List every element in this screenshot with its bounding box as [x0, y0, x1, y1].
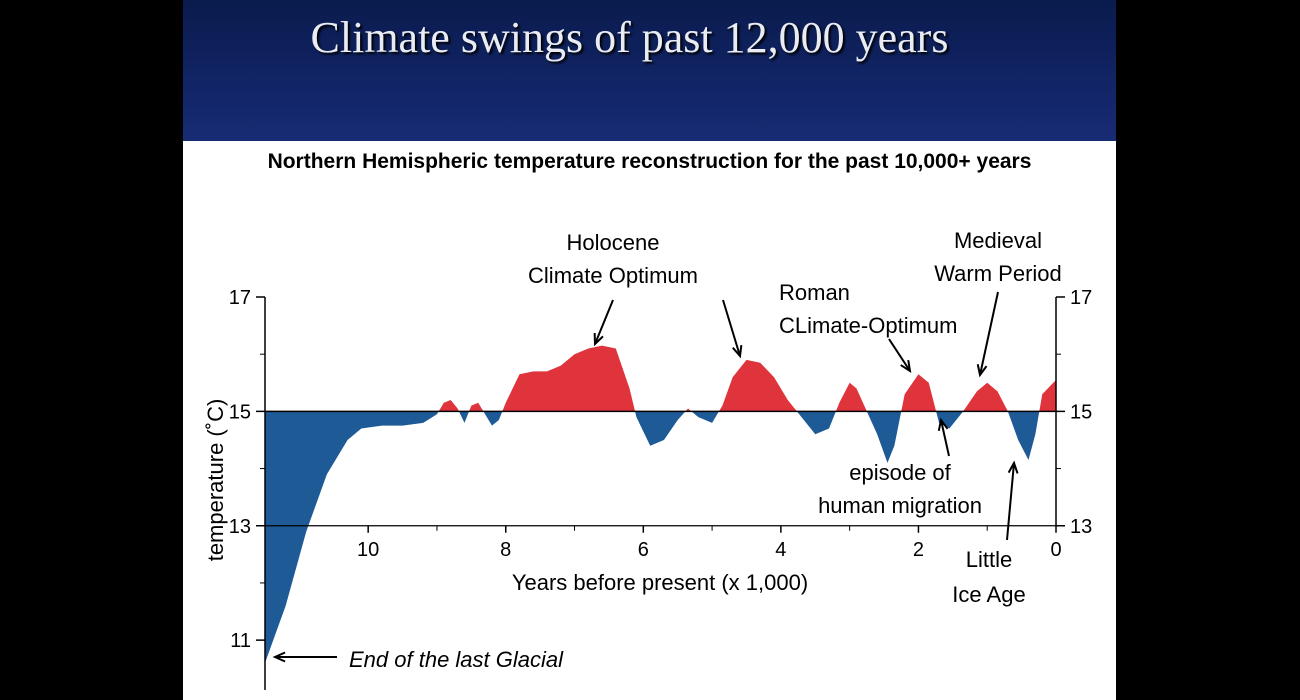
right-y-tick-label: 15 — [1070, 401, 1092, 423]
y-axis-label: temperature (˚C) — [203, 399, 228, 562]
annotation-arrowhead — [272, 651, 286, 663]
annotation-label: human migration — [818, 493, 982, 518]
annotation-label: Little — [966, 547, 1012, 572]
annotation-label: Roman — [779, 280, 850, 305]
slide-title: Climate swings of past 12,000 years — [310, 13, 949, 62]
x-axis-label: Years before present (x 1,000) — [512, 570, 808, 595]
warm-anomaly-area — [265, 345, 1056, 412]
annotation-arrowhead — [937, 417, 949, 431]
annotation-arrowhead — [1007, 460, 1019, 474]
annotation-arrow-line — [940, 419, 950, 457]
x-tick-label: 6 — [638, 539, 649, 561]
annotation-arrow-line — [888, 338, 911, 372]
y-tick-label: 17 — [229, 287, 251, 309]
annotation-arrowhead — [593, 332, 604, 347]
x-tick-label: 4 — [775, 539, 786, 561]
title-banner: Climate swings of past 12,000 years — [183, 0, 1116, 141]
annotation-label: Medieval — [954, 228, 1042, 253]
annotation-label: Holocene — [567, 230, 660, 255]
right-y-tick-label: 13 — [1070, 516, 1092, 538]
annotation-label: Climate Optimum — [528, 263, 698, 288]
annotation-arrowhead — [976, 364, 988, 378]
annotation-label: Warm Period — [934, 261, 1062, 286]
y-tick-label: 11 — [230, 630, 251, 652]
annotation-label: episode of — [849, 460, 951, 485]
annotation-arrow-line — [1006, 462, 1015, 541]
temperature-chart: 17 15 13 11 17 15 13 10 8 6 4 2 0 Years before presen… — [203, 228, 1092, 690]
annotation-arrowhead — [732, 344, 743, 359]
annotation-arrow-line — [722, 299, 741, 357]
x-tick-label: 2 — [913, 539, 924, 561]
annotation-label: End of the last Glacial — [349, 647, 564, 672]
x-tick-label: 0 — [1050, 539, 1061, 561]
cold-anomaly-area — [265, 411, 1056, 663]
annotation-label: CLimate-Optimum — [779, 313, 957, 338]
y-tick-label: 13 — [229, 516, 251, 538]
annotation-arrowhead — [900, 359, 912, 374]
slide: Climate swings of past 12,000 years Nort… — [183, 0, 1116, 700]
annotation-label: Ice Age — [952, 582, 1025, 607]
right-y-tick-label: 17 — [1070, 287, 1092, 309]
chart-title: Northern Hemispheric temperature reconst… — [267, 150, 1032, 173]
annotation-arrow-line — [979, 291, 999, 376]
x-tick-label: 8 — [500, 539, 511, 561]
y-tick-label: 15 — [229, 401, 251, 423]
annotation-arrow-line — [594, 299, 614, 345]
x-tick-label: 10 — [357, 539, 379, 561]
